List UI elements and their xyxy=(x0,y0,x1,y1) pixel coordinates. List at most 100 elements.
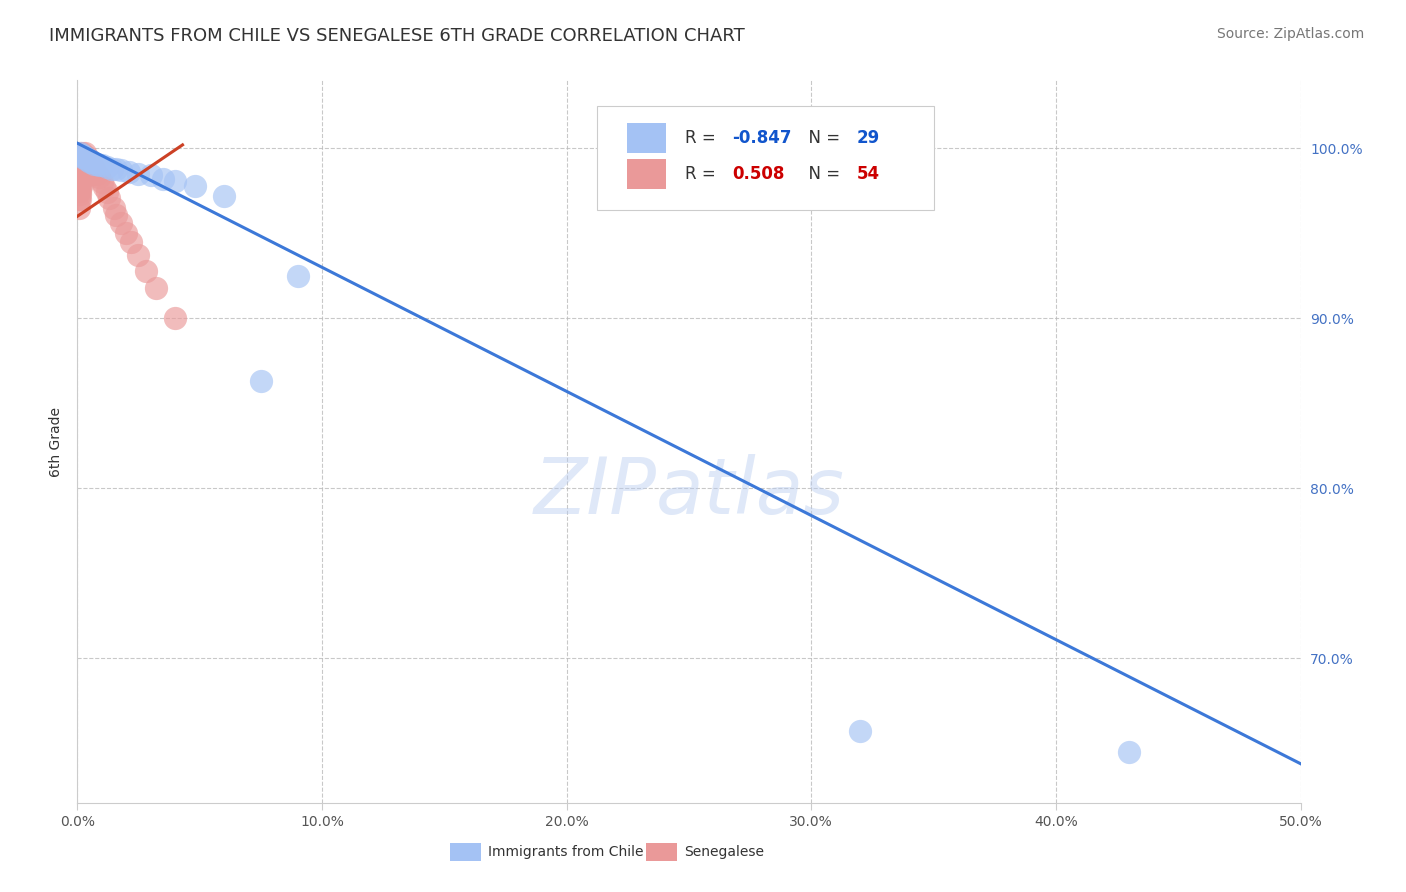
Point xyxy=(96,186,118,200)
FancyBboxPatch shape xyxy=(627,123,665,153)
Point xyxy=(139,169,162,183)
Point xyxy=(69,184,91,198)
Point xyxy=(80,163,103,178)
FancyBboxPatch shape xyxy=(450,843,481,861)
Point xyxy=(83,156,105,170)
Point xyxy=(83,167,105,181)
Point xyxy=(69,146,91,161)
Point xyxy=(69,170,91,185)
Point xyxy=(79,163,101,178)
Point xyxy=(70,148,93,162)
Point xyxy=(73,165,96,179)
Point xyxy=(79,154,101,169)
Point xyxy=(70,177,93,191)
Text: Senegalese: Senegalese xyxy=(685,845,763,859)
Point xyxy=(70,158,93,172)
Point xyxy=(93,180,115,194)
Point xyxy=(80,158,103,172)
Point xyxy=(67,201,90,215)
Point xyxy=(105,161,128,176)
Text: Source: ZipAtlas.com: Source: ZipAtlas.com xyxy=(1216,27,1364,41)
Point xyxy=(86,167,108,181)
Point xyxy=(1118,745,1140,759)
Point xyxy=(89,158,111,172)
Point xyxy=(90,175,112,189)
Point xyxy=(110,163,132,178)
Point xyxy=(70,150,93,164)
Point xyxy=(69,175,91,189)
Point xyxy=(73,146,96,161)
Text: R =: R = xyxy=(685,165,727,183)
Text: N =: N = xyxy=(797,129,845,147)
Point xyxy=(118,165,141,179)
Point xyxy=(69,158,91,172)
Point xyxy=(79,158,101,172)
Point xyxy=(73,154,96,169)
Point xyxy=(69,153,91,168)
Point xyxy=(184,178,207,193)
FancyBboxPatch shape xyxy=(647,843,676,861)
Point xyxy=(73,150,96,164)
Point xyxy=(127,167,149,181)
Point xyxy=(145,281,167,295)
Point xyxy=(76,153,98,168)
Point xyxy=(287,268,309,283)
Text: R =: R = xyxy=(685,129,721,147)
Point xyxy=(70,172,93,186)
Point xyxy=(67,184,90,198)
Point xyxy=(70,167,93,181)
Point xyxy=(69,167,91,181)
Point xyxy=(250,374,273,388)
Point xyxy=(212,189,235,203)
Point xyxy=(69,192,91,206)
FancyBboxPatch shape xyxy=(598,105,934,211)
Point xyxy=(69,187,91,202)
Point xyxy=(69,150,91,164)
Point xyxy=(76,150,98,164)
Point xyxy=(76,160,98,174)
Point xyxy=(110,216,132,230)
Text: 0.508: 0.508 xyxy=(731,165,785,183)
Point xyxy=(70,161,93,176)
Point xyxy=(83,161,105,176)
Point xyxy=(103,201,125,215)
Point xyxy=(79,153,101,168)
Point xyxy=(69,178,91,193)
Text: 54: 54 xyxy=(856,165,880,183)
Point xyxy=(165,173,187,187)
Point xyxy=(105,208,128,222)
Point xyxy=(80,154,103,169)
Point xyxy=(127,248,149,262)
Point xyxy=(115,227,138,241)
Point xyxy=(98,191,121,205)
Point xyxy=(96,160,118,174)
Point xyxy=(76,154,98,169)
Point xyxy=(70,150,93,164)
Point xyxy=(100,161,122,176)
Point xyxy=(67,192,90,206)
Point xyxy=(849,724,872,739)
Point xyxy=(90,158,112,172)
Text: 29: 29 xyxy=(856,129,880,147)
Point xyxy=(76,165,98,179)
Text: N =: N = xyxy=(797,165,845,183)
Point xyxy=(69,161,91,176)
Text: -0.847: -0.847 xyxy=(731,129,792,147)
Point xyxy=(120,235,142,249)
Point xyxy=(70,146,93,161)
Point xyxy=(152,172,174,186)
Y-axis label: 6th Grade: 6th Grade xyxy=(49,407,63,476)
Point xyxy=(79,153,101,168)
Point xyxy=(165,311,187,326)
Text: ZIPatlas: ZIPatlas xyxy=(533,454,845,530)
Point xyxy=(69,146,91,161)
Text: Immigrants from Chile: Immigrants from Chile xyxy=(488,845,644,859)
Point xyxy=(73,150,96,164)
Point xyxy=(89,170,111,185)
Point xyxy=(70,153,93,168)
Point xyxy=(73,152,96,166)
FancyBboxPatch shape xyxy=(627,159,665,189)
Text: IMMIGRANTS FROM CHILE VS SENEGALESE 6TH GRADE CORRELATION CHART: IMMIGRANTS FROM CHILE VS SENEGALESE 6TH … xyxy=(49,27,745,45)
Point xyxy=(86,156,108,170)
Point xyxy=(69,148,91,162)
